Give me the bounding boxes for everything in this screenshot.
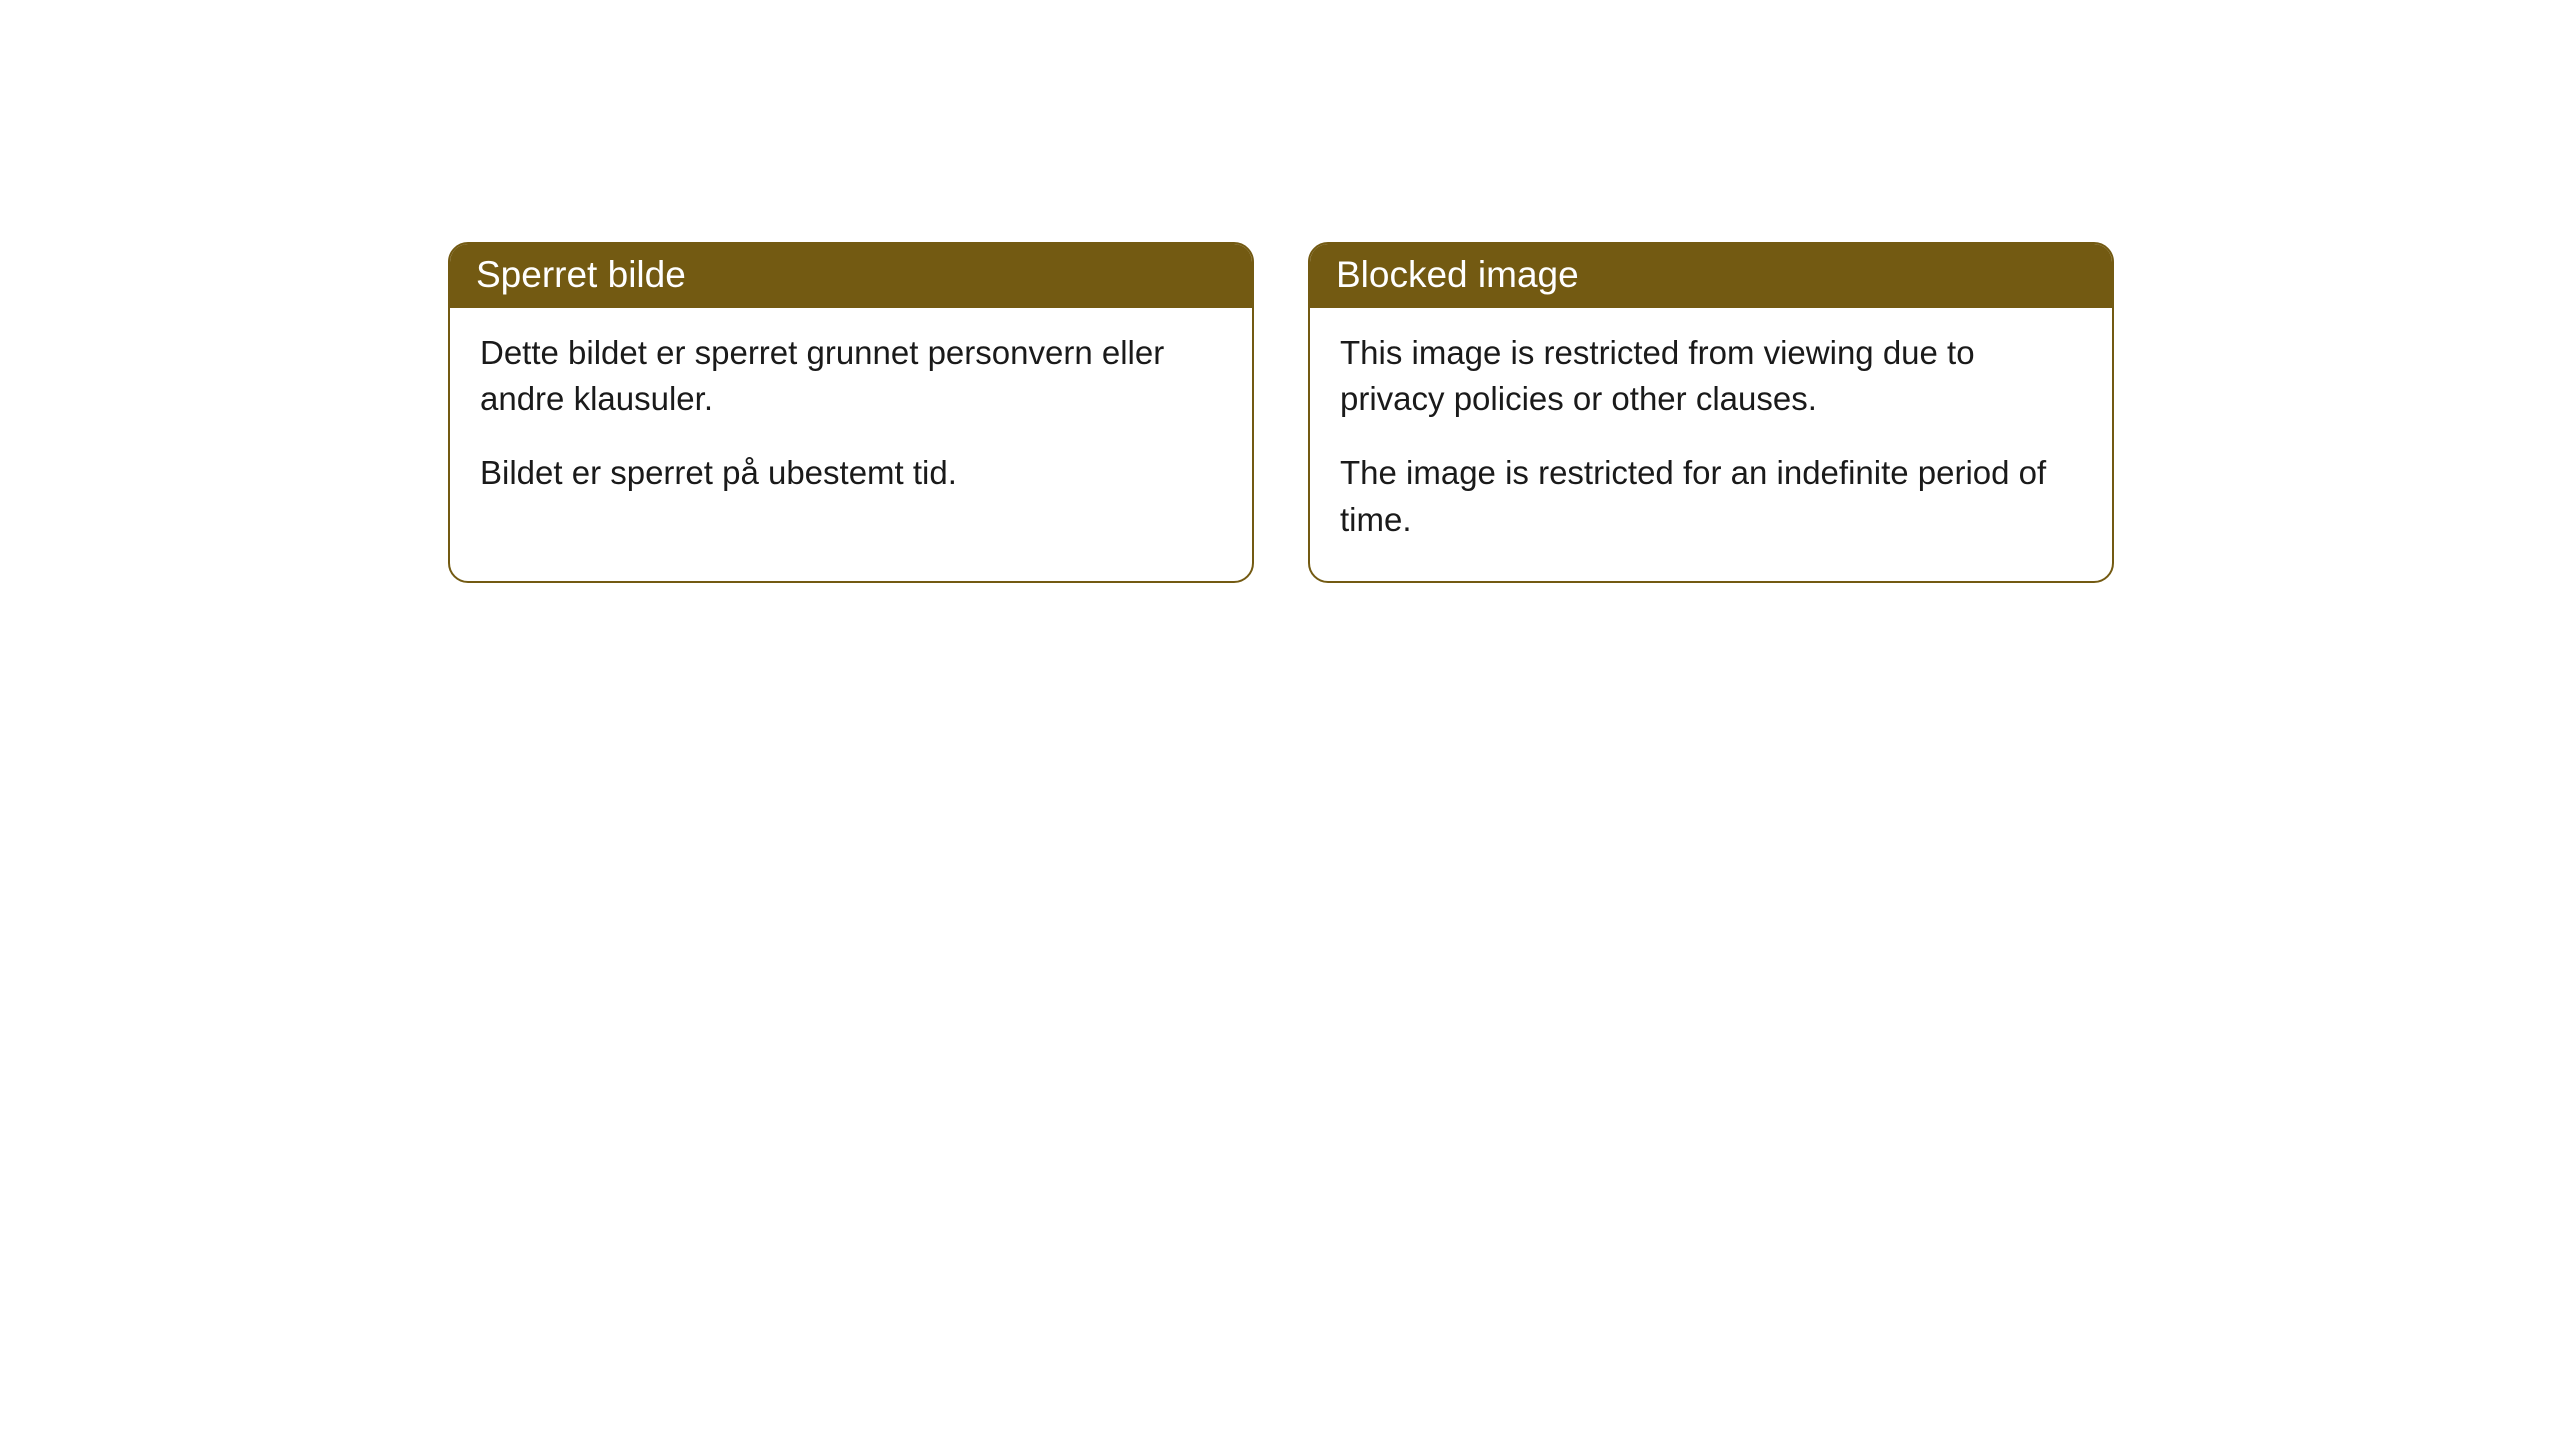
card-paragraph-2: The image is restricted for an indefinit… (1340, 450, 2082, 542)
card-body-english: This image is restricted from viewing du… (1310, 308, 2112, 581)
card-header-norwegian: Sperret bilde (450, 244, 1252, 308)
blocked-image-card-english: Blocked image This image is restricted f… (1308, 242, 2114, 583)
card-header-english: Blocked image (1310, 244, 2112, 308)
card-body-norwegian: Dette bildet er sperret grunnet personve… (450, 308, 1252, 535)
card-paragraph-2: Bildet er sperret på ubestemt tid. (480, 450, 1222, 496)
card-paragraph-1: This image is restricted from viewing du… (1340, 330, 2082, 422)
notice-cards-container: Sperret bilde Dette bildet er sperret gr… (448, 242, 2114, 583)
card-paragraph-1: Dette bildet er sperret grunnet personve… (480, 330, 1222, 422)
blocked-image-card-norwegian: Sperret bilde Dette bildet er sperret gr… (448, 242, 1254, 583)
